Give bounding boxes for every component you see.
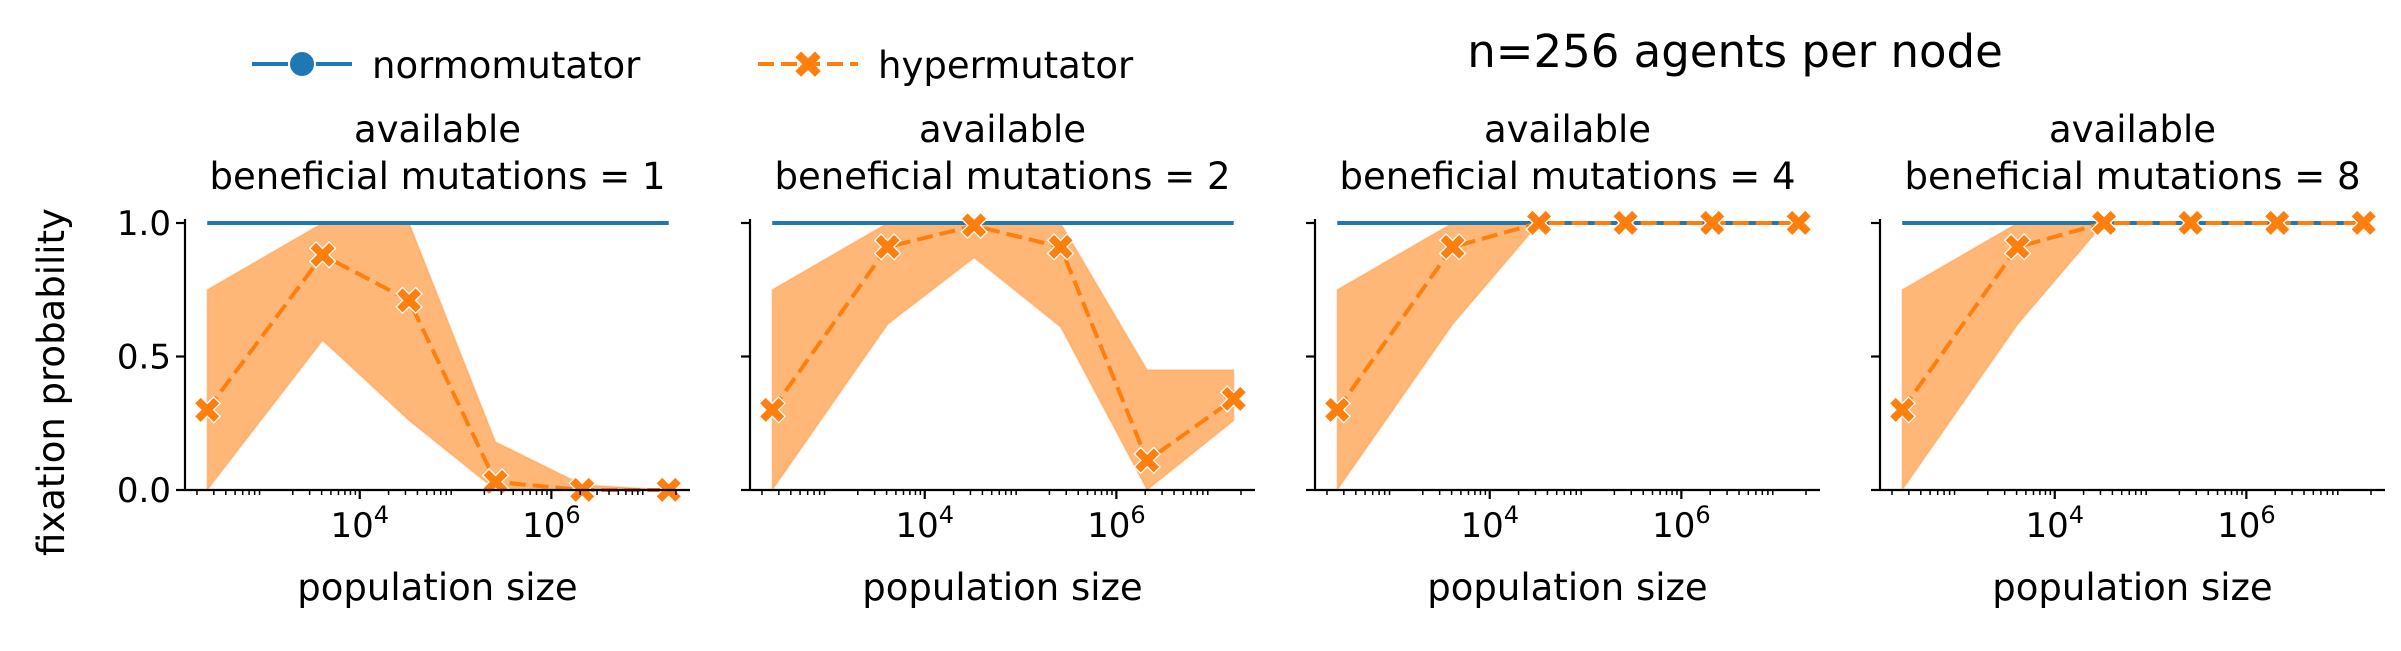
data-point-hypermutator: ✖ <box>1611 204 1641 245</box>
ci-band-hypermutator <box>771 223 1235 490</box>
legend-label-normomutator: normomutator <box>372 44 641 87</box>
data-point-hypermutator: ✖ <box>1887 391 1917 432</box>
x-axis-label: population size <box>1992 566 2272 609</box>
series-line-hypermutator <box>1900 221 2364 412</box>
x-axis-label: population size <box>297 566 577 609</box>
data-point-hypermutator: ✖ <box>2349 204 2379 245</box>
confidence-bands <box>1336 223 1799 490</box>
chart-panel-1: ✖ ✖ ✖ ✖ ✖ ✖ 0.0 0.5 1.0 104 106 population size avai… <box>117 108 690 609</box>
legend: normomutator ✖ hypermutator <box>252 43 1134 87</box>
circle-marker-icon <box>288 50 316 78</box>
x-tick-label: 106 <box>1087 501 1146 546</box>
data-point-hypermutator: ✖ <box>567 471 597 512</box>
data-point-hypermutator: ✖ <box>2176 204 2206 245</box>
panel-title: available beneficial mutations = 4 <box>1340 108 1796 198</box>
x-tick-label: 106 <box>522 501 581 546</box>
confidence-bands <box>771 223 1235 490</box>
ci-band-overlay-hypermutator <box>1337 223 1799 490</box>
x-marker-icon: ✖ <box>792 43 824 87</box>
data-point-hypermutator: ✖ <box>1524 204 1554 245</box>
confidence-bands <box>1901 223 2364 490</box>
data-point-hypermutator: ✖ <box>1132 442 1162 483</box>
x-tick-label: 106 <box>2217 501 2276 546</box>
x-axis-label: population size <box>1427 566 1707 609</box>
series-line-hypermutator <box>205 252 669 492</box>
ci-band-hypermutator <box>1336 223 1799 490</box>
data-point-hypermutator: ✖ <box>192 391 222 432</box>
figure-suptitle: n=256 agents per node <box>1467 25 2003 78</box>
x-axis-label: population size <box>862 566 1142 609</box>
data-point-hypermutator: ✖ <box>654 471 684 512</box>
ci-band-overlay-hypermutator <box>772 223 1234 490</box>
y-tick-label: 0.5 <box>117 338 171 378</box>
data-point-hypermutator: ✖ <box>2262 204 2292 245</box>
panel-title: available beneficial mutations = 8 <box>1905 108 2361 198</box>
ci-band-hypermutator <box>1901 223 2364 490</box>
legend-item-normomutator: normomutator <box>252 44 641 87</box>
y-tick-label: 0.0 <box>117 471 171 511</box>
chart-panel-2: ✖ ✖ ✖ ✖ ✖ ✖ 104 106 population size available bene… <box>741 108 1255 609</box>
panel-title: available beneficial mutations = 1 <box>210 108 666 198</box>
data-point-hypermutator: ✖ <box>1219 380 1249 421</box>
data-point-hypermutator: ✖ <box>1438 228 1468 269</box>
x-tick-label: 106 <box>1652 501 1711 546</box>
y-axis-label: fixation probability <box>30 208 73 556</box>
data-point-hypermutator: ✖ <box>873 228 903 269</box>
legend-item-hypermutator: ✖ hypermutator <box>758 43 1134 87</box>
data-point-hypermutator: ✖ <box>1322 391 1352 432</box>
data-point-hypermutator: ✖ <box>959 207 989 248</box>
data-point-hypermutator: ✖ <box>394 281 424 322</box>
series-line-hypermutator <box>770 223 1235 464</box>
data-point-hypermutator: ✖ <box>1046 228 1076 269</box>
chart-panel-3: ✖ ✖ ✖ ✖ ✖ ✖ 104 106 population size available bene… <box>1306 108 1820 609</box>
data-point-hypermutator: ✖ <box>757 391 787 432</box>
x-tick-label: 104 <box>330 501 389 546</box>
x-tick-label: 104 <box>895 501 954 546</box>
y-tick-label: 1.0 <box>117 204 171 244</box>
ci-band-overlay-hypermutator <box>1902 223 2364 490</box>
panel-title: available beneficial mutations = 2 <box>775 108 1231 198</box>
legend-label-hypermutator: hypermutator <box>878 44 1134 87</box>
data-point-hypermutator: ✖ <box>1697 204 1727 245</box>
series-line-hypermutator <box>1335 221 1799 412</box>
data-point-hypermutator: ✖ <box>1784 204 1814 245</box>
x-tick-label: 104 <box>1460 501 1519 546</box>
data-point-hypermutator: ✖ <box>481 463 511 504</box>
data-point-hypermutator: ✖ <box>2003 228 2033 269</box>
chart-panel-4: ✖ ✖ ✖ ✖ ✖ ✖ 104 106 population size available bene… <box>1871 108 2385 609</box>
data-point-hypermutator: ✖ <box>2089 204 2119 245</box>
data-point-hypermutator: ✖ <box>308 236 338 277</box>
x-tick-label: 104 <box>2025 501 2084 546</box>
